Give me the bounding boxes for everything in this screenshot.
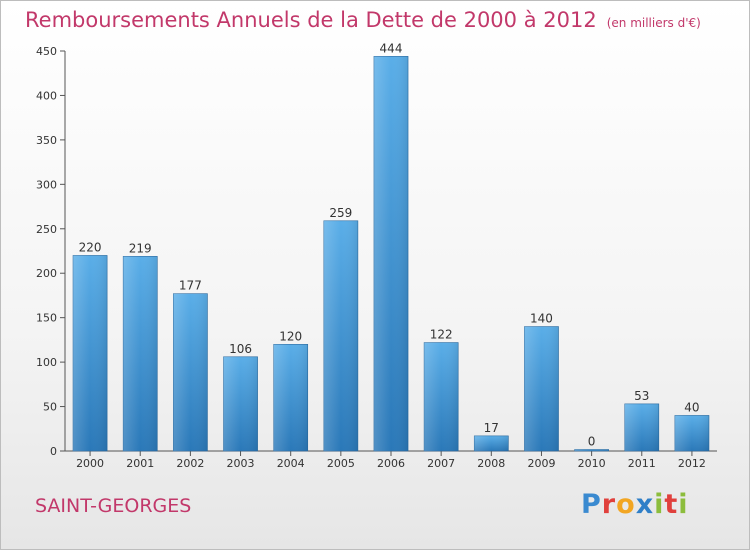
- commune-name: SAINT-GEORGES: [35, 495, 192, 517]
- y-tick-label: 150: [36, 312, 57, 325]
- data-label-2006: 444: [380, 41, 403, 55]
- bar-shine-2002: [173, 293, 208, 451]
- x-tick-label: 2004: [277, 457, 305, 470]
- data-label-2012: 40: [684, 400, 699, 414]
- x-tick-label: 2008: [477, 457, 505, 470]
- y-tick-label: 0: [50, 445, 57, 458]
- y-tick-label: 200: [36, 267, 57, 280]
- bar-shine-2003: [223, 356, 258, 451]
- data-label-2002: 177: [179, 279, 202, 293]
- x-tick-label: 2000: [76, 457, 104, 470]
- data-label-2004: 120: [279, 329, 302, 343]
- x-tick-label: 2007: [427, 457, 455, 470]
- y-tick-label: 400: [36, 89, 57, 102]
- data-labels-group: 220 219 177 106 120 259 444 122 17 140 0 53 40: [79, 41, 700, 448]
- unit-note: (en milliers d'€): [606, 16, 701, 30]
- chart-title-text: Remboursements Annuels de la Dette de 20…: [25, 8, 597, 32]
- data-label-2008: 17: [484, 421, 499, 435]
- logo-letter: r: [601, 489, 617, 520]
- y-tick-label: 100: [36, 356, 57, 369]
- chart-title: Remboursements Annuels de la Dette de 20…: [25, 8, 701, 32]
- logo-letter: t: [664, 489, 679, 520]
- bar-shine-2005: [323, 220, 358, 451]
- data-label-2010: 0: [588, 435, 596, 449]
- logo-letter: x: [635, 489, 655, 520]
- x-tick-label: 2010: [578, 457, 606, 470]
- bars-group: [72, 56, 710, 452]
- logo-letter: P: [581, 489, 602, 520]
- bar-shine-2008: [474, 435, 509, 451]
- bar-shine-2001: [123, 256, 158, 451]
- data-label-2009: 140: [530, 312, 553, 326]
- logo-letter: o: [616, 489, 636, 520]
- bar-shine-2011: [624, 403, 659, 451]
- bar-shine-2000: [73, 255, 108, 451]
- x-tick-label: 2002: [176, 457, 204, 470]
- bar-shine-2010: [574, 449, 609, 451]
- data-label-2001: 219: [129, 241, 152, 255]
- x-tick-label: 2001: [126, 457, 154, 470]
- data-label-2011: 53: [634, 389, 649, 403]
- y-tick-label: 450: [36, 45, 57, 58]
- bar-shine-2006: [373, 56, 409, 451]
- x-tick-label: 2005: [327, 457, 355, 470]
- x-tick-label: 2012: [678, 457, 706, 470]
- logo-letter: i: [678, 489, 689, 520]
- x-tick-label: 2009: [527, 457, 555, 470]
- data-label-2003: 106: [229, 342, 252, 356]
- proxiti-logo[interactable]: Proxiti: [581, 489, 689, 520]
- logo-letter: i: [654, 489, 665, 520]
- y-tick-label: 300: [36, 178, 57, 191]
- bar-shine-2009: [524, 326, 559, 451]
- y-tick-label: 50: [43, 401, 57, 414]
- y-tick-label: 250: [36, 223, 57, 236]
- y-tick-label: 350: [36, 134, 57, 147]
- data-label-2007: 122: [430, 328, 453, 342]
- bar-shine-2012: [674, 415, 709, 451]
- x-tick-label: 2006: [377, 457, 405, 470]
- x-tick-label: 2011: [628, 457, 656, 470]
- bar-shine-2007: [424, 342, 459, 451]
- bar-shine-2004: [273, 344, 308, 451]
- x-tick-label: 2003: [227, 457, 255, 470]
- data-label-2000: 220: [79, 240, 102, 254]
- data-label-2005: 259: [329, 206, 352, 220]
